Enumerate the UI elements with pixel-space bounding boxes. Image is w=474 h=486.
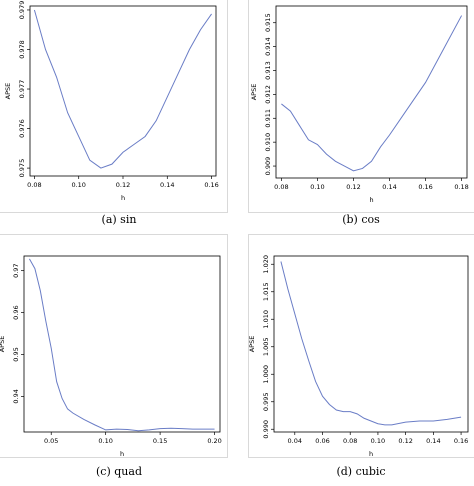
y-tick-label: 0.975 [18,159,26,178]
y-axis-label: APSE [4,83,12,100]
y-tick-label: 0.995 [262,392,270,411]
chart-a: 0.08 0.10 0.12 0.14 0.16 0.975 0.976 0.977 0.978… [4,1,219,202]
y-tick-label: 1.015 [262,282,270,301]
chart-d: 0.04 0.06 0.08 0.10 0.12 0.14 0.16 0.990 0.995 1.… [248,255,469,458]
y-tick-label: 0.913 [264,61,272,80]
y-tick-label: 0.914 [264,37,272,56]
y-tick-label: 0.976 [18,119,26,138]
y-tick-label: 0.909 [264,157,272,176]
panel-d: 0.04 0.06 0.08 0.10 0.12 0.14 0.16 0.990 0.995 1.… [248,250,474,486]
y-tick-label: 0.978 [18,40,26,59]
y-tick-label: 0.990 [262,420,270,439]
caption-b: (b) cos [342,213,380,226]
x-tick-label: 0.18 [454,183,468,191]
panel-a: 0.08 0.10 0.12 0.14 0.16 0.975 0.976 0.977 0.978… [0,0,226,236]
panel-c-border [0,234,228,458]
x-tick-label: 0.08 [343,437,357,445]
x-tick-label: 0.08 [274,183,288,191]
x-axis-label: h [369,450,373,458]
chart-c: 0.05 0.10 0.15 0.20 0.94 0.95 0.96 0.97 h APSE [0,255,222,458]
y-tick-label: 1.005 [262,337,270,356]
x-tick-label: 0.12 [116,181,130,189]
x-tick-label: 0.10 [98,437,112,445]
x-tick-label: 0.14 [426,437,440,445]
panel-a-border [0,0,228,213]
x-tick-label: 0.10 [371,437,385,445]
x-tick-label: 0.12 [398,437,412,445]
x-tick-label: 0.08 [27,181,41,189]
x-tick-label: 0.15 [153,437,167,445]
x-axis-label: h [121,194,125,202]
x-tick-label: 0.20 [207,437,221,445]
y-tick-label: 0.912 [264,85,272,104]
chart-b: 0.08 0.10 0.12 0.14 0.16 0.18 0.909 0.910 0.911 0… [250,5,469,204]
y-tick-label: 0.911 [264,109,272,128]
y-tick-label: 0.979 [18,1,26,20]
y-tick-label: 1.020 [262,255,270,274]
x-tick-label: 0.16 [418,183,432,191]
y-axis-label: APSE [0,336,6,353]
caption-d: (d) cubic [336,465,386,478]
x-tick-label: 0.04 [288,437,302,445]
panel-b-border [248,0,474,213]
x-tick-label: 0.14 [160,181,174,189]
caption-c: (c) quad [96,465,142,478]
y-tick-label: 1.010 [262,310,270,329]
plot-frame [23,255,221,433]
panel-d-border [248,234,474,458]
y-tick-label: 0.977 [18,80,26,99]
x-tick-label: 0.14 [382,183,396,191]
y-tick-label: 0.910 [264,133,272,152]
x-tick-label: 0.06 [315,437,329,445]
y-tick-label: 0.97 [12,263,20,277]
caption-a: (a) sin [101,213,137,226]
x-tick-label: 0.05 [44,437,58,445]
y-axis-label: APSE [248,336,256,353]
x-tick-label: 0.16 [204,181,218,189]
series-line [281,15,463,172]
y-tick-label: 0.915 [264,13,272,32]
plot-frame [273,255,469,433]
y-axis-label: APSE [250,84,258,101]
y-tick-label: 0.96 [12,305,20,319]
x-tick-label: 0.12 [346,183,360,191]
y-tick-label: 0.94 [12,389,20,403]
y-tick-label: 0.95 [12,347,20,361]
x-tick-label: 0.10 [71,181,85,189]
series-line [29,258,215,432]
panel-b: 0.08 0.10 0.12 0.14 0.16 0.18 0.909 0.910 0.911 0… [248,0,474,236]
x-tick-label: 0.16 [454,437,468,445]
plot-frame [29,5,217,177]
series-line [33,9,212,169]
plot-frame [275,5,468,179]
panel-c: 0.05 0.10 0.15 0.20 0.94 0.95 0.96 0.97 h APSE [0,250,226,486]
x-axis-label: h [120,450,124,458]
series-line [280,261,462,426]
x-tick-label: 0.10 [310,183,324,191]
x-axis-label: h [369,196,373,204]
y-tick-label: 1.000 [262,365,270,384]
